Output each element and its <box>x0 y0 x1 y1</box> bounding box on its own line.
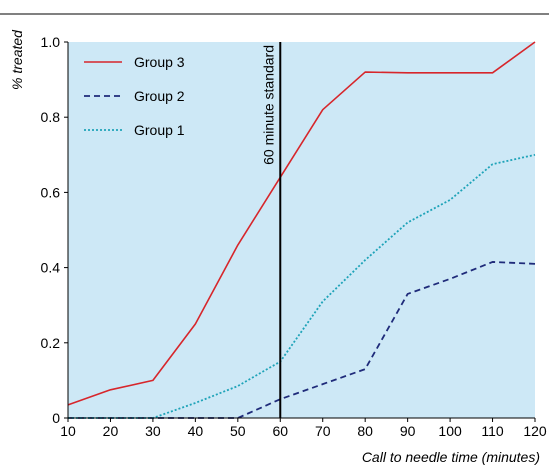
x-tick-label: 70 <box>315 423 331 439</box>
y-tick-label: 1.0 <box>41 34 61 50</box>
plot-area <box>68 42 535 418</box>
legend-label: Group 2 <box>134 88 185 104</box>
legend-label: Group 3 <box>134 54 185 70</box>
series-line-group-3 <box>67 41 536 406</box>
standard-line-label: 60 minute standard <box>260 45 276 165</box>
x-tick-label: 100 <box>438 423 462 439</box>
y-tick-label: 0 <box>52 410 60 426</box>
y-axis-label: % treated <box>9 29 25 90</box>
x-tick-label: 10 <box>60 423 76 439</box>
y-tick-label: 0.2 <box>41 335 61 351</box>
y-tick-label: 0.4 <box>41 260 61 276</box>
x-tick-label: 80 <box>357 423 373 439</box>
x-tick-label: 120 <box>523 423 547 439</box>
legend-label: Group 1 <box>134 122 185 138</box>
x-axis-label: Call to needle time (minutes) <box>362 449 540 465</box>
axes: 0 0.2 0.4 0.6 0.8 1.0 10 20 30 40 50 60 70 80 90 100 110… <box>41 34 547 439</box>
annotation-layer: 60 minute standard <box>260 42 282 418</box>
x-tick-label: 40 <box>188 423 204 439</box>
x-tick-label: 30 <box>145 423 161 439</box>
series-line-group-2 <box>68 261 536 419</box>
y-tick-label: 0.6 <box>41 184 61 200</box>
y-tick-label: 0.8 <box>41 109 61 125</box>
x-tick-label: 90 <box>400 423 416 439</box>
legend: Group 3 Group 2 Group 1 <box>84 54 185 138</box>
x-tick-label: 110 <box>481 423 504 439</box>
x-tick-label: 20 <box>103 423 119 439</box>
x-tick-label: 60 <box>272 423 288 439</box>
x-tick-label: 50 <box>230 423 246 439</box>
